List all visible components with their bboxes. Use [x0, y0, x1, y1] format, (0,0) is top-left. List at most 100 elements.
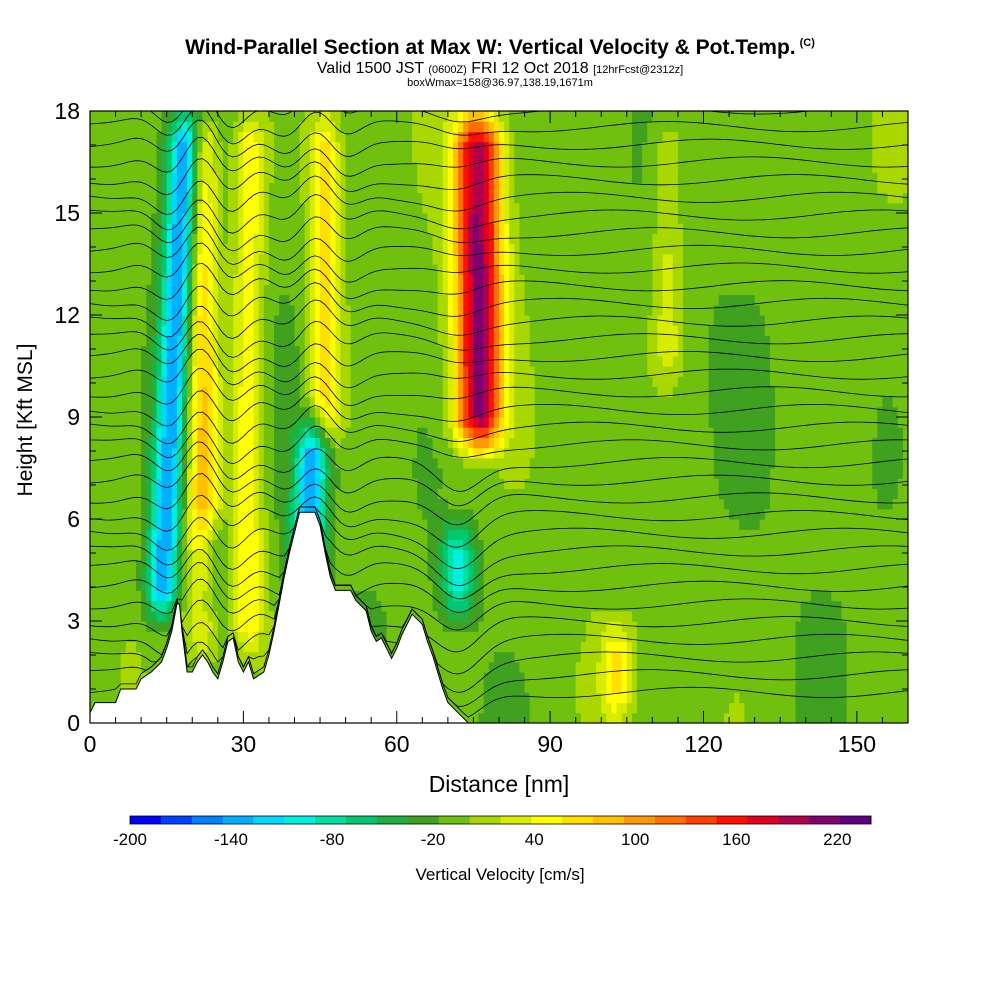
field-cell [376, 478, 383, 489]
field-cell [151, 366, 158, 377]
field-cell [248, 345, 255, 357]
field-cell [386, 427, 393, 438]
field-cell [207, 437, 214, 449]
field-cell [105, 274, 112, 285]
field-cell [120, 325, 127, 336]
field-cell [422, 386, 429, 398]
field-cell [478, 223, 485, 234]
field-cell [294, 131, 301, 143]
field-cell [437, 396, 444, 408]
field-cell [284, 457, 290, 469]
field-cell [509, 355, 515, 367]
field-cell [309, 253, 316, 265]
field-cell [381, 366, 388, 377]
field-cell [197, 447, 204, 459]
field-cell [458, 488, 464, 500]
field-cell [125, 182, 132, 194]
field-cell [176, 570, 183, 581]
field-cell [381, 182, 388, 194]
field-cell [355, 570, 362, 581]
field-cell [197, 325, 204, 336]
field-cell [130, 529, 137, 540]
field-cell [345, 243, 352, 255]
field-cell [320, 335, 326, 347]
field-cell [309, 172, 316, 183]
field-cell [151, 631, 158, 642]
field-cell [299, 223, 306, 234]
field-cell [263, 141, 270, 153]
field-cell [217, 539, 224, 551]
field-cell [284, 182, 290, 194]
field-cell [345, 151, 352, 163]
field-cell [279, 366, 285, 377]
field-cell [463, 417, 469, 428]
field-cell [422, 121, 429, 132]
field-cell [268, 202, 275, 214]
field-cell [136, 396, 142, 408]
field-cell [258, 478, 265, 489]
field-cell [401, 539, 408, 551]
field-cell [90, 468, 96, 479]
field-cell [314, 304, 321, 316]
field-cell [238, 488, 244, 500]
field-cell [176, 192, 183, 204]
field-cell [110, 651, 117, 663]
field-cell [386, 304, 393, 316]
field-cell [340, 233, 347, 245]
field-cell [350, 417, 357, 428]
field-cell [253, 355, 260, 367]
field-cell [105, 549, 112, 561]
field-cell [493, 427, 500, 438]
field-cell [156, 141, 163, 153]
field-cell [228, 549, 234, 561]
field-cell [493, 274, 500, 285]
field-cell [263, 376, 270, 387]
field-cell [182, 519, 188, 530]
field-cell [417, 192, 423, 204]
field-cell [447, 366, 454, 377]
field-cell [499, 417, 505, 428]
field-cell [366, 335, 372, 347]
field-cell [452, 508, 459, 520]
field-cell [391, 182, 398, 194]
field-cell [463, 131, 469, 143]
field-cell [468, 253, 475, 265]
field-cell [483, 366, 490, 377]
field-cell [146, 406, 152, 418]
field-cell [335, 151, 342, 163]
field-cell [212, 243, 219, 255]
field-cell [412, 406, 418, 418]
field-cell [299, 355, 306, 367]
field-cell [166, 529, 173, 540]
field-cell [217, 580, 224, 591]
field-cell [146, 376, 152, 387]
field-cell [217, 621, 224, 632]
field-cell [463, 529, 469, 540]
field-cell [95, 253, 101, 265]
field-cell [105, 202, 112, 214]
field-cell [192, 376, 198, 387]
field-cell [509, 702, 515, 714]
field-cell [355, 468, 362, 479]
field-cell [432, 641, 439, 653]
field-cell [243, 508, 250, 520]
field-cell [432, 192, 439, 204]
field-cell [340, 213, 347, 224]
field-cell [463, 141, 469, 153]
field-cell [125, 519, 132, 530]
field-cell [156, 457, 163, 469]
field-cell [468, 304, 475, 316]
field-cell [110, 447, 117, 459]
field-cell [268, 172, 275, 183]
field-cell [156, 529, 163, 540]
field-cell [176, 447, 183, 459]
field-cell [478, 192, 485, 204]
field-cell [437, 162, 444, 173]
field-cell [381, 386, 388, 398]
field-cell [228, 600, 234, 612]
field-cell [136, 253, 142, 265]
field-cell [176, 559, 183, 571]
field-cell [274, 304, 280, 316]
field-cell [381, 488, 388, 500]
field-cell [340, 182, 347, 194]
